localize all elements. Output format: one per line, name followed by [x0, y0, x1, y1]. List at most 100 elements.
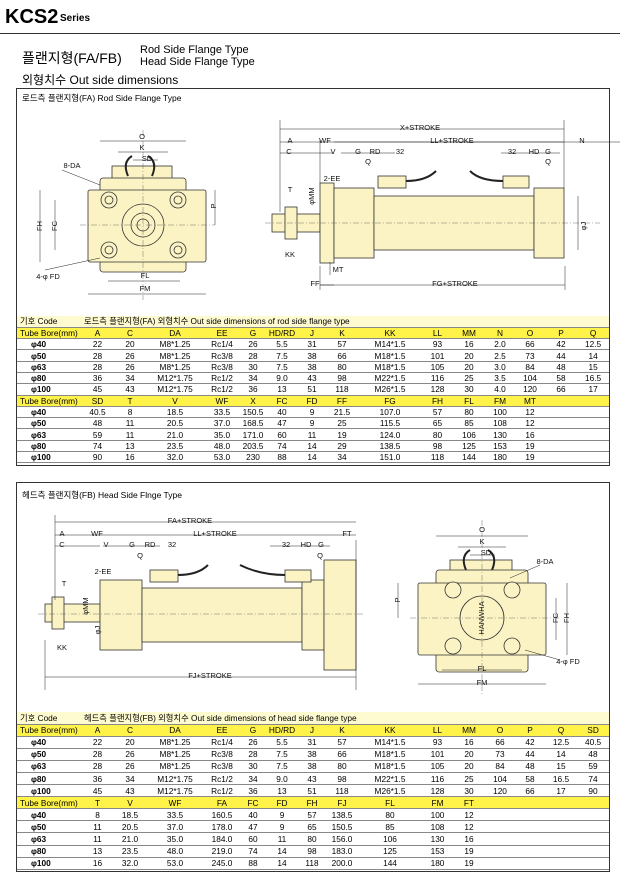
table-cell: 38: [298, 349, 326, 362]
table-cell: Tube Bore(mm): [17, 327, 81, 340]
drawing-label: O: [479, 525, 485, 534]
table-cell: 57: [326, 736, 358, 749]
table-cell: 9: [266, 820, 298, 834]
table-cell: 9: [298, 417, 326, 430]
table-cell: 28: [81, 349, 114, 362]
table-cell: 7.5: [266, 349, 298, 362]
table-cell: 59: [577, 760, 610, 773]
table-cell: [545, 845, 577, 858]
drawing-label: G: [545, 147, 551, 156]
table-cell: 125: [453, 440, 485, 453]
table-cell: [515, 796, 545, 810]
table-cell: 105: [422, 760, 453, 773]
drawing-label: φMM: [307, 187, 316, 204]
drawing-label: MT: [333, 265, 344, 274]
table-cell: 2.5: [485, 349, 515, 362]
table-cell: [577, 417, 610, 430]
table-cell: M14*1.5: [358, 338, 422, 351]
section-box: [16, 88, 610, 466]
table-cell: 16: [114, 451, 146, 464]
table-cell: 15: [545, 760, 577, 773]
table-row: φ40 8 18.5 33.5 160.5 40 9 57 138.5 80 100 12: [17, 808, 610, 822]
table-cell: SD: [577, 724, 610, 737]
table-cell: 14: [266, 857, 298, 870]
table-cell: [515, 820, 545, 834]
table-row: φ100 90 16 32.0 53.0 230 88 14 34 151.0 118 144 180 1…: [17, 451, 610, 464]
table-row: φ100 45 43 M12*1.75 Rc1/2 36 13 51 118 M26*1.5 128…: [17, 784, 610, 798]
table-cell: 14: [266, 845, 298, 858]
table-row: Tube Bore(mm) A C DA EE G HD/RD J K KK LL MM N O P Q: [17, 327, 610, 340]
drawing-label: 2-EE: [324, 174, 341, 183]
table-cell: 48: [577, 748, 610, 761]
table-cell: 36: [240, 784, 266, 798]
table-cell: 80: [453, 406, 485, 419]
table-cell: 38: [298, 748, 326, 761]
table-cell: 21.0: [114, 832, 146, 846]
table-cell: [515, 832, 545, 846]
table-cell: 16: [81, 857, 114, 870]
table-cell: 11: [298, 428, 326, 441]
table-cell: [577, 820, 610, 834]
table-row: φ40 22 20 M8*1.25 Rc1/4 26 5.5 31 57 M14*1.5 93 16 6…: [17, 736, 610, 749]
drawing-label: RD: [370, 147, 381, 156]
table-cell: 22: [81, 338, 114, 351]
table-cell: 9.0: [266, 372, 298, 385]
table-cell: 16: [515, 428, 545, 441]
table-cell: φ63: [17, 832, 81, 846]
table-row: Tube Bore(mm) A C DA EE G HD/RD J K KK LL MM O P Q SD: [17, 724, 610, 737]
table-cell: M8*1.25: [146, 349, 204, 362]
table-cell: 21.5: [326, 406, 358, 419]
drawing-label: 32: [508, 147, 516, 156]
table-cell: DA: [146, 327, 204, 340]
table-cell: 42: [515, 736, 545, 749]
table-row: φ80 36 34 M12*1.75 Rc1/2 34 9.0 43 98 M22*1.5 116 2…: [17, 772, 610, 786]
table-cell: 100: [422, 808, 453, 822]
drawing-label: FJ+STROKE: [188, 671, 232, 680]
table-cell: FL: [453, 395, 485, 407]
table-cell: M8*1.25: [146, 760, 204, 773]
table-cell: 125: [358, 845, 422, 858]
table-cell: Rc1/4: [204, 338, 240, 351]
table-row: φ50 28 26 M8*1.25 Rc3/8 28 7.5 38 66 M18*1.5 101 20…: [17, 748, 610, 761]
table-cell: FC: [266, 395, 298, 407]
table-cell: 20: [114, 736, 146, 749]
table-cell: 11: [266, 832, 298, 846]
table-cell: φ100: [17, 857, 81, 870]
table-cell: 43: [298, 772, 326, 786]
table-cell: [577, 845, 610, 858]
drawing-label: V: [330, 147, 335, 156]
table-row: φ100 45 43 M12*1.75 Rc1/2 36 13 51 118 M26*1.5 128…: [17, 383, 610, 396]
table-cell: P: [545, 327, 577, 340]
table-cell: [545, 820, 577, 834]
table-cell: 73: [515, 349, 545, 362]
table-cell: 40.5: [81, 406, 114, 419]
table-cell: 20.5: [146, 417, 204, 430]
table-cell: 33.5: [146, 808, 204, 822]
dimension-table: 기호 Code 헤드측 플랜지형(FB) 외형치수 Out side dimens…: [17, 712, 610, 870]
table-row: Tube Bore(mm) SD T V WF X FC FD FF FG FH FL FM MT: [17, 395, 610, 407]
table-cell: 48: [515, 760, 545, 773]
rule: [0, 33, 620, 34]
drawing-label: FC: [551, 612, 560, 623]
fa-side-view: [265, 120, 620, 290]
table-cell: 88: [240, 857, 266, 870]
table-cell: 51: [298, 784, 326, 798]
table-cell: 14: [298, 451, 326, 464]
table-cell: M26*1.5: [358, 383, 422, 396]
table-cell: 26: [114, 349, 146, 362]
drawing-label: FC: [50, 220, 59, 231]
table-cell: J: [298, 724, 326, 737]
table-cell: 13: [266, 784, 298, 798]
table-cell: 118: [298, 857, 326, 870]
drawing-label: C: [59, 540, 65, 549]
table-cell: 12: [453, 820, 485, 834]
table-cell: φ40: [17, 808, 81, 822]
drawing-label: 8-DA: [63, 161, 80, 170]
table-cell: 20: [453, 760, 485, 773]
table-cell: 66: [485, 736, 515, 749]
table-cell: 151.0: [358, 451, 422, 464]
table-cell: HD/RD: [266, 327, 298, 340]
drawing-label: N: [579, 136, 584, 145]
table-cell: 13: [114, 440, 146, 453]
